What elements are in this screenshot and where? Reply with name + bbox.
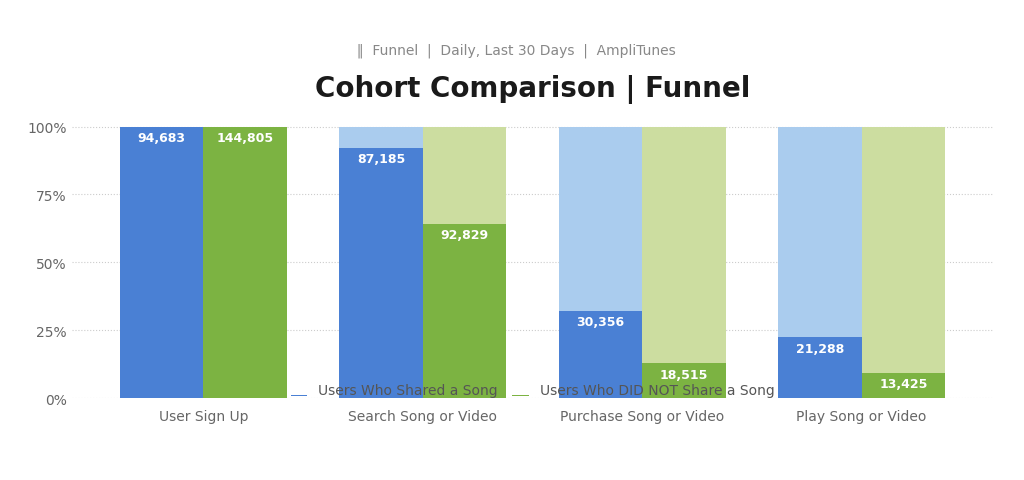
Text: 13,425: 13,425: [880, 378, 928, 391]
Bar: [423, 225, 506, 398]
Text: 92,829: 92,829: [440, 229, 488, 242]
Bar: [642, 127, 726, 364]
Title: Cohort Comparison | Funnel: Cohort Comparison | Funnel: [314, 75, 751, 104]
Bar: [559, 312, 642, 398]
Bar: [339, 149, 423, 398]
Bar: [423, 127, 506, 225]
Bar: [778, 127, 861, 337]
Bar: [778, 337, 861, 398]
Bar: [559, 127, 642, 312]
Bar: [861, 127, 945, 373]
Text: ‖  Funnel  |  Daily, Last 30 Days  |  AmpliTunes: ‖ Funnel | Daily, Last 30 Days | AmpliTu…: [348, 43, 676, 58]
Text: 87,185: 87,185: [357, 153, 406, 166]
Text: 21,288: 21,288: [796, 342, 844, 355]
Bar: [861, 373, 945, 398]
Text: 18,515: 18,515: [659, 368, 708, 381]
Text: 94,683: 94,683: [137, 132, 185, 144]
Bar: [204, 127, 287, 398]
Bar: [339, 127, 423, 149]
Text: 144,805: 144,805: [216, 132, 273, 144]
Text: 30,356: 30,356: [577, 316, 625, 329]
Legend: Users Who Shared a Song, Users Who DID NOT Share a Song: Users Who Shared a Song, Users Who DID N…: [291, 384, 774, 397]
Bar: [642, 364, 726, 398]
Bar: [120, 127, 204, 398]
